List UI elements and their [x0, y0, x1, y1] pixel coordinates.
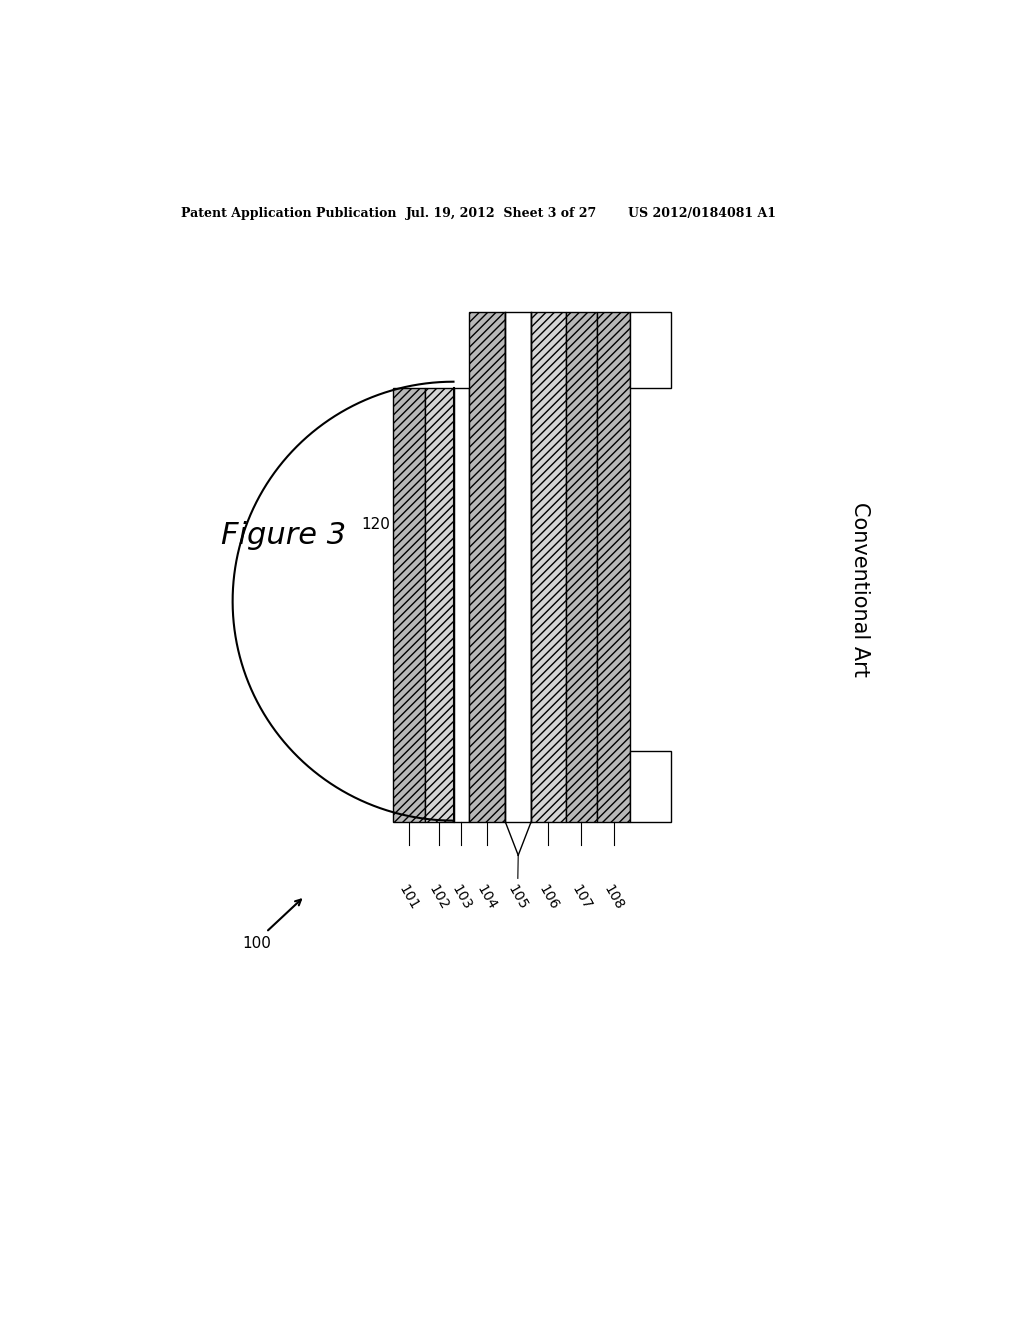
Bar: [630, 751, 671, 822]
Text: 102: 102: [426, 882, 452, 912]
Bar: [393, 388, 425, 822]
Bar: [531, 313, 566, 822]
Text: US 2012/0184081 A1: US 2012/0184081 A1: [628, 207, 776, 220]
Bar: [630, 313, 671, 388]
Text: 106: 106: [536, 882, 561, 912]
Bar: [597, 313, 630, 822]
Bar: [425, 388, 454, 822]
Bar: [469, 313, 506, 822]
Text: 120: 120: [361, 516, 390, 532]
Text: 100: 100: [243, 936, 271, 952]
Text: 103: 103: [449, 882, 474, 912]
Text: Conventional Art: Conventional Art: [850, 502, 870, 677]
Bar: [454, 388, 469, 822]
Text: Jul. 19, 2012  Sheet 3 of 27: Jul. 19, 2012 Sheet 3 of 27: [406, 207, 597, 220]
Text: Patent Application Publication: Patent Application Publication: [180, 207, 396, 220]
Text: 101: 101: [396, 882, 421, 912]
Text: 104: 104: [474, 882, 500, 912]
Bar: [506, 313, 531, 822]
Text: 105: 105: [505, 882, 530, 912]
Text: 108: 108: [601, 882, 627, 912]
Text: Figure 3: Figure 3: [221, 521, 346, 550]
Bar: [566, 313, 597, 822]
Text: 107: 107: [568, 882, 594, 912]
